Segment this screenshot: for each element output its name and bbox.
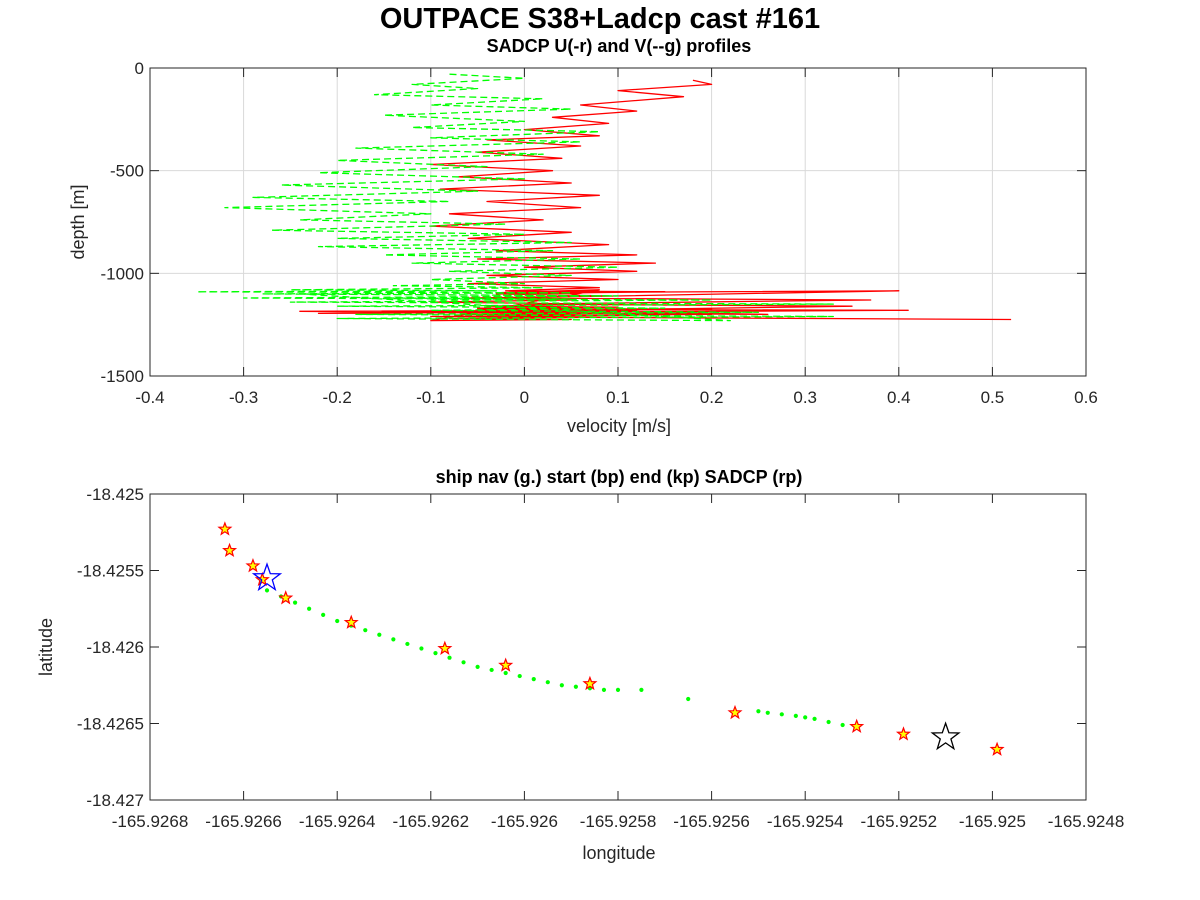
velocity-x-tick-label: 0.2 [700,388,724,407]
velocity-x-tick-label: 0.3 [793,388,817,407]
ship-nav-point [475,664,480,669]
velocity-x-tick-label: 0.4 [887,388,911,407]
latitude-tick-label: -18.427 [86,791,144,810]
ship-nav-point [686,696,691,702]
ship-nav-point [573,684,578,689]
ship-nav-point [447,655,452,660]
ship-nav-point [335,618,340,624]
ship-nav-title: ship nav (g.) start (bp) end (kp) SADCP … [436,467,803,487]
longitude-tick-label: -165.9264 [299,812,376,831]
sadcp-point [222,542,238,558]
sadcp-point [498,657,514,672]
longitude-tick-label: -165.926 [491,812,558,831]
ship-nav-point [803,715,808,720]
sadcp-point [989,741,1005,756]
ship-nav-point [812,716,817,722]
velocity-y-tick-label: 0 [135,59,144,78]
ship-nav-point [461,660,466,665]
ship-nav-point [756,709,761,714]
sadcp-point [245,557,261,573]
ship-nav-point [601,687,607,692]
ship-nav-point [433,651,438,656]
velocity-x-tick-label: 0.6 [1074,388,1098,407]
ship-nav-ticks: -165.9268 -165.9266 -165.9264 -165.9262 -165… [77,485,1124,831]
longitude-tick-label: -165.9262 [393,812,470,831]
velocity-profile-axes: SADCP U(-r) and V(--g) profiles -0.4 -0.3… [68,36,1098,436]
sadcp-point [217,521,233,536]
latitude-tick-label: -18.4265 [77,715,144,734]
end-marker [930,721,961,751]
ship-nav-point [615,687,621,692]
longitude-tick-label: -165.925 [959,812,1026,831]
ship-nav-point [765,710,770,715]
sadcp-point [849,718,865,733]
ship-nav-point [391,637,396,642]
velocity-x-tick-label: -0.1 [416,388,445,407]
ship-nav-point [826,719,831,725]
velocity-profile-title: SADCP U(-r) and V(--g) profiles [487,36,752,56]
start-marker [251,562,283,592]
sadcp-point [343,614,359,629]
ship-nav-point [264,588,270,593]
sadcp-point [895,726,912,741]
velocity-y-tick-label: -500 [110,162,144,181]
ship-nav-series [217,521,1005,756]
velocity-x-tick-label: -0.2 [323,388,352,407]
velocity-ticks: -0.4 -0.3 -0.2 -0.1 0 0.1 0.2 0.3 0.4 0.5 0.6 -1500… [101,59,1098,407]
velocity-x-tick-label: -0.4 [135,388,164,407]
figure-title: OUTPACE S38+Ladcp cast #161 [380,3,820,35]
ship-nav-point [545,680,550,685]
ship-nav-point [377,632,382,637]
ship-nav-plot-area [150,494,1086,800]
longitude-tick-label: -165.9266 [205,812,282,831]
ship-nav-point [489,667,494,673]
longitude-tick-label: -165.9252 [861,812,938,831]
latitude-tick-label: -18.425 [86,485,144,504]
velocity-x-tick-label: 0.1 [606,388,630,407]
velocity-x-label: velocity [m/s] [567,416,671,436]
ship-nav-point [531,677,536,682]
velocity-y-label: depth [m] [68,184,88,259]
ship-nav-point [517,673,522,679]
velocity-x-tick-label: -0.3 [229,388,258,407]
ship-nav-point [292,600,298,605]
latitude-tick-label: -18.4255 [77,562,144,581]
sadcp-point [278,590,294,605]
ship-nav-point [405,641,410,647]
longitude-label: longitude [582,843,655,863]
sadcp-point [437,640,453,655]
ship-nav-point [779,712,784,717]
velocity-x-tick-label: 0.5 [981,388,1005,407]
ship-nav-axes: ship nav (g.) start (bp) end (kp) SADCP … [36,467,1124,863]
velocity-series [196,73,1012,322]
ship-nav-point [793,713,798,718]
sadcp-point [582,675,598,691]
longitude-tick-label: -165.9268 [112,812,189,831]
ship-nav-point [840,722,845,728]
v-velocity-line [196,73,834,322]
longitude-tick-label: -165.9258 [580,812,657,831]
ship-nav-point [321,612,326,617]
velocity-y-tick-label: -1500 [101,367,144,386]
ship-nav-point [559,683,564,688]
latitude-label: latitude [36,618,56,676]
longitude-tick-label: -165.9248 [1048,812,1125,831]
ship-nav-point [639,687,644,692]
velocity-y-tick-label: -1000 [101,264,144,283]
sadcp-point [727,704,743,720]
ship-nav-point [419,646,424,651]
longitude-tick-label: -165.9256 [673,812,750,831]
velocity-x-tick-label: 0 [520,388,529,407]
latitude-tick-label: -18.426 [86,638,144,657]
longitude-tick-label: -165.9254 [767,812,844,831]
ship-nav-point [363,628,368,633]
ship-nav-point [307,606,312,611]
ship-nav-point [503,670,508,676]
